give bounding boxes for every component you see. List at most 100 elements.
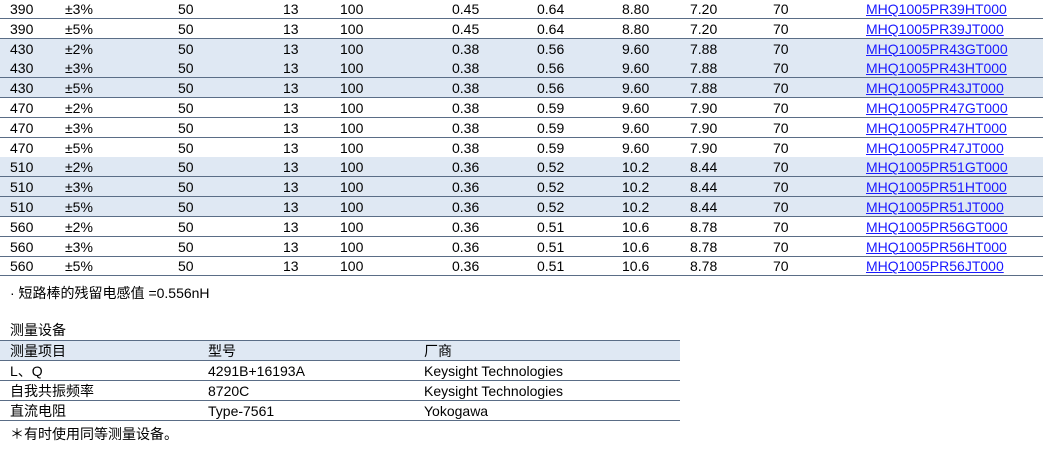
part-link[interactable]: MHQ1005PR39HT000 [866, 1, 1007, 17]
table-cell: 50 [178, 199, 194, 215]
table-cell: 13 [283, 139, 299, 156]
part-link[interactable]: MHQ1005PR39JT000 [866, 20, 1004, 37]
table-row: 470 ±3% 50 13 100 0.38 0.59 9.60 7.90 70 MHQ1005PR… [0, 118, 1043, 138]
table-cell: 0.51 [537, 218, 565, 235]
table-row: 560 ±2% 50 13 100 0.36 0.51 10.6 8.78 70 MHQ1005PR… [0, 217, 1043, 237]
table-cell: 100 [340, 159, 364, 176]
part-link[interactable]: MHQ1005PR43GT000 [866, 40, 1008, 57]
table-cell: 70 [773, 40, 789, 57]
table-cell: 13 [283, 60, 299, 77]
table-cell: 8.78 [690, 238, 718, 255]
header-cell: 型号 [208, 343, 236, 359]
table-cell: 13 [283, 100, 299, 116]
part-link[interactable]: MHQ1005PR51JT000 [866, 199, 1004, 215]
table-cell: 13 [283, 238, 299, 255]
footnote: ＊有时使用同等测量设备。 [10, 426, 178, 442]
table-cell: 100 [340, 60, 364, 77]
table-cell: 0.36 [452, 159, 480, 176]
part-link[interactable]: MHQ1005PR43HT000 [866, 60, 1007, 77]
table-cell: 13 [283, 80, 299, 97]
table-cell: 10.2 [622, 199, 650, 215]
table-cell: 0.36 [452, 199, 480, 215]
table-cell: 10.6 [622, 258, 650, 275]
table-cell: 50 [178, 119, 194, 136]
table-row: 510 ±2% 50 13 100 0.36 0.52 10.2 8.44 70 MHQ1005PR… [0, 157, 1043, 178]
table-cell: 0.59 [537, 139, 565, 156]
table-row: 390 ±5% 50 13 100 0.45 0.64 8.80 7.20 70 MHQ1005PR… [0, 19, 1043, 39]
part-link[interactable]: MHQ1005PR56JT000 [866, 258, 1004, 275]
equipment-header: 测量项目 型号 厂商 [0, 340, 680, 361]
equipment-row: L、Q 4291B+16193A Keysight Technologies [0, 361, 680, 381]
table-cell: 70 [773, 20, 789, 37]
table-cell: 0.64 [537, 20, 565, 37]
table-cell: ±5% [65, 20, 93, 37]
table-cell: 7.88 [690, 40, 718, 57]
part-link[interactable]: MHQ1005PR47JT000 [866, 139, 1004, 156]
table-cell: 0.52 [537, 159, 565, 176]
table-cell: 13 [283, 218, 299, 235]
table-cell: 50 [178, 60, 194, 77]
part-link[interactable]: MHQ1005PR56HT000 [866, 238, 1007, 255]
table-cell: 70 [773, 139, 789, 156]
table-cell: 8.44 [690, 199, 718, 215]
table-cell: 9.60 [622, 40, 650, 57]
table-cell: Type-7561 [208, 403, 275, 419]
table-cell: 7.88 [690, 80, 718, 97]
table-cell: 9.60 [622, 60, 650, 77]
table-cell: 70 [773, 199, 789, 215]
table-cell: 0.38 [452, 80, 480, 97]
table-cell: 自我共振频率 [10, 383, 94, 399]
table-cell: 7.20 [690, 20, 718, 37]
table-cell: ±2% [65, 159, 93, 176]
table-cell: Keysight Technologies [424, 383, 564, 399]
table-cell: 0.51 [537, 238, 565, 255]
part-link[interactable]: MHQ1005PR51GT000 [866, 159, 1008, 176]
part-link[interactable]: MHQ1005PR51HT000 [866, 179, 1007, 196]
table-cell: L、Q [10, 363, 43, 379]
table-cell: 7.90 [690, 119, 718, 136]
table-cell: ±2% [65, 40, 93, 57]
table-cell: 8.78 [690, 218, 718, 235]
table-cell: 70 [773, 60, 789, 77]
table-cell: 0.38 [452, 60, 480, 77]
table-cell: 13 [283, 199, 299, 215]
table-cell: 0.59 [537, 100, 565, 116]
table-row: 390 ±3% 50 13 100 0.45 0.64 8.80 7.20 70 MHQ1005PR… [0, 0, 1043, 19]
table-cell: 100 [340, 238, 364, 255]
table-cell: 13 [283, 20, 299, 37]
table-cell: 0.52 [537, 179, 565, 196]
part-link[interactable]: MHQ1005PR56GT000 [866, 218, 1008, 235]
table-cell: 50 [178, 40, 194, 57]
table-row: 430 ±5% 50 13 100 0.38 0.56 9.60 7.88 70 MHQ1005PR… [0, 78, 1043, 99]
part-link[interactable]: MHQ1005PR47GT000 [866, 100, 1008, 116]
table-cell: 70 [773, 100, 789, 116]
equipment-row: 自我共振频率 8720C Keysight Technologies [0, 381, 680, 401]
part-link[interactable]: MHQ1005PR43JT000 [866, 80, 1004, 97]
table-row: 470 ±5% 50 13 100 0.38 0.59 9.60 7.90 70 MHQ1005PR… [0, 138, 1043, 158]
table-cell: 13 [283, 179, 299, 196]
table-cell: 50 [178, 159, 194, 176]
table-cell: ±3% [65, 60, 93, 77]
table-cell: 510 [10, 199, 34, 215]
table-cell: ±3% [65, 1, 93, 17]
table-cell: 50 [178, 238, 194, 255]
table-cell: 13 [283, 119, 299, 136]
table-cell: ±5% [65, 139, 93, 156]
table-cell: 7.90 [690, 100, 718, 116]
table-cell: 430 [10, 60, 34, 77]
table-cell: 100 [340, 80, 364, 97]
table-cell: 70 [773, 238, 789, 255]
table-cell: 0.52 [537, 199, 565, 215]
table-cell: ±5% [65, 80, 93, 97]
table-cell: Yokogawa [424, 403, 489, 419]
part-link[interactable]: MHQ1005PR47HT000 [866, 119, 1007, 136]
table-cell: ±3% [65, 119, 93, 136]
table-cell: 10.2 [622, 179, 650, 196]
note: · 短路棒的残留电感值 =0.556nH [10, 285, 210, 301]
table-cell: 0.38 [452, 100, 480, 116]
table-cell: 13 [283, 40, 299, 57]
table-cell: ±2% [65, 100, 93, 116]
table-cell: 0.36 [452, 179, 480, 196]
table-row: 510 ±3% 50 13 100 0.36 0.52 10.2 8.44 70 MHQ1005PR… [0, 177, 1043, 198]
table-cell: 100 [340, 100, 364, 116]
